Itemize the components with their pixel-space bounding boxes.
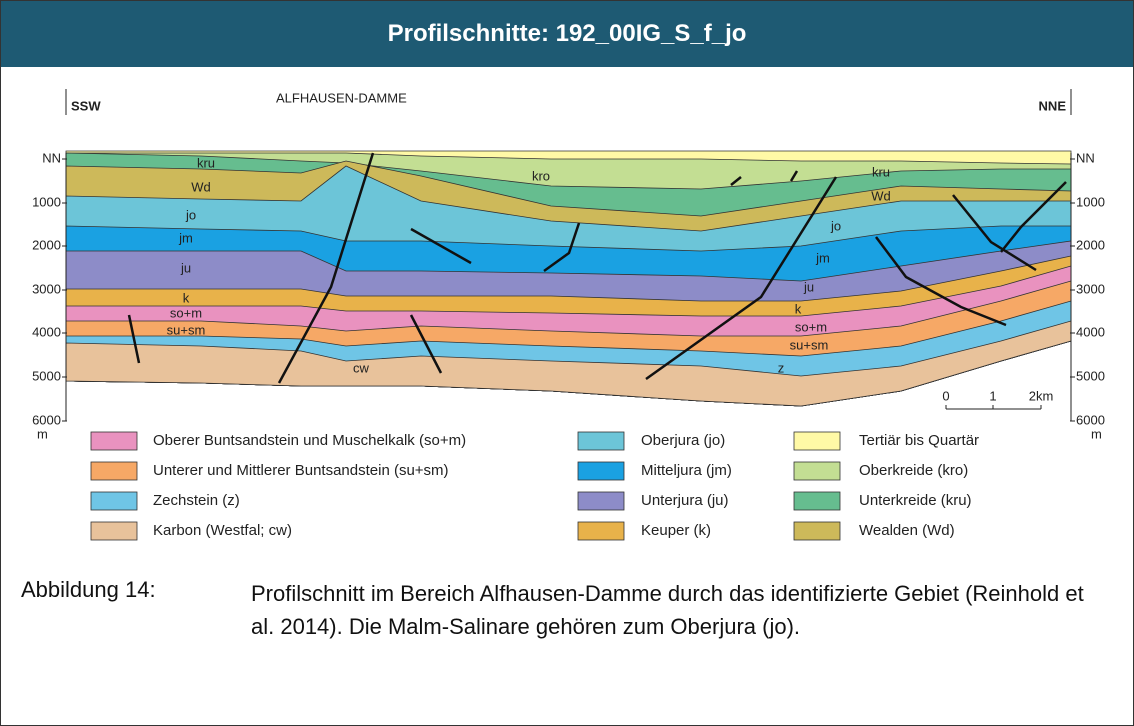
depth-label: 1000 bbox=[32, 194, 61, 209]
depth-label: 2000 bbox=[1076, 237, 1105, 252]
unit-label: jo bbox=[830, 218, 841, 233]
legend-label: Wealden (Wd) bbox=[859, 522, 955, 539]
depth-label: 5000 bbox=[32, 368, 61, 383]
legend-swatch bbox=[578, 462, 624, 480]
depth-label: NN bbox=[1076, 150, 1095, 165]
legend-label: Oberkreide (kro) bbox=[859, 462, 968, 479]
depth-unit: m bbox=[37, 426, 48, 441]
unit-label: jo bbox=[185, 207, 196, 222]
cross-section: ALFHAUSEN-DAMME SSW NNE NN NN 1000 1000 2000… bbox=[1, 67, 1133, 567]
scale-label: 1 bbox=[989, 388, 996, 403]
legend-swatch bbox=[578, 432, 624, 450]
legend-label: Unterjura (ju) bbox=[641, 492, 729, 509]
caption-text: Profilschnitt im Bereich Alfhausen-Damme… bbox=[251, 577, 1111, 643]
legend-label: Oberjura (jo) bbox=[641, 432, 725, 449]
legend-swatch bbox=[91, 522, 137, 540]
unit-label: jm bbox=[178, 230, 193, 245]
unit-label: so+m bbox=[170, 305, 202, 320]
depth-label: 4000 bbox=[1076, 324, 1105, 339]
legend-swatch bbox=[794, 492, 840, 510]
depth-label: 5000 bbox=[1076, 368, 1105, 383]
unit-label: k bbox=[183, 290, 190, 305]
scale-label: 0 bbox=[942, 388, 949, 403]
direction: SSW bbox=[71, 98, 101, 113]
unit-label: kru bbox=[197, 155, 215, 170]
header-title: Profilschnitte: 192_00IG_S_f_jo bbox=[1, 1, 1133, 67]
unit-label: so+m bbox=[795, 319, 827, 334]
unit-label: su+sm bbox=[790, 337, 829, 352]
section-title: ALFHAUSEN-DAMME bbox=[276, 90, 407, 105]
legend-swatch bbox=[91, 432, 137, 450]
legend-label: Karbon (Westfal; cw) bbox=[153, 522, 292, 539]
depth-label: 6000 bbox=[1076, 412, 1105, 427]
unit-label: kro bbox=[532, 168, 550, 183]
unit-label: Wd bbox=[191, 179, 211, 194]
legend-swatch bbox=[794, 462, 840, 480]
unit-label: k bbox=[795, 301, 802, 316]
scale-label: 2km bbox=[1029, 388, 1054, 403]
legend-swatch bbox=[91, 492, 137, 510]
unit-label: ju bbox=[180, 260, 191, 275]
depth-label: 2000 bbox=[32, 237, 61, 252]
depth-label: NN bbox=[42, 150, 61, 165]
unit-label: ju bbox=[803, 279, 814, 294]
legend-label: Unterer und Mittlerer Buntsandstein (su+… bbox=[153, 462, 449, 479]
legend-label: Mitteljura (jm) bbox=[641, 462, 732, 479]
legend-label: Unterkreide (kru) bbox=[859, 492, 972, 509]
direction: NNE bbox=[1039, 98, 1067, 113]
depth-label: 3000 bbox=[1076, 281, 1105, 296]
legend-swatch bbox=[794, 522, 840, 540]
legend-label: Tertiär bis Quartär bbox=[859, 432, 979, 449]
unit-label: su+sm bbox=[167, 322, 206, 337]
depth-label: 3000 bbox=[32, 281, 61, 296]
legend-swatch bbox=[578, 492, 624, 510]
unit-label: z bbox=[778, 360, 785, 375]
page: Profilschnitte: 192_00IG_S_f_jo ALFHAUSE… bbox=[0, 0, 1134, 726]
unit-label: cw bbox=[353, 360, 370, 375]
legend-label: Keuper (k) bbox=[641, 522, 711, 539]
legend-swatch bbox=[91, 462, 137, 480]
unit-label: kru bbox=[872, 164, 890, 179]
depth-unit: m bbox=[1091, 426, 1102, 441]
legend-swatch bbox=[578, 522, 624, 540]
depth-label: 4000 bbox=[32, 324, 61, 339]
unit-label: Wd bbox=[871, 188, 891, 203]
depth-label: 6000 bbox=[32, 412, 61, 427]
caption-label: Abbildung 14: bbox=[21, 577, 156, 603]
legend-label: Zechstein (z) bbox=[153, 492, 240, 509]
unit-label: jm bbox=[815, 250, 830, 265]
legend-label: Oberer Buntsandstein und Muschelkalk (so… bbox=[153, 432, 466, 449]
legend-swatch bbox=[794, 432, 840, 450]
depth-label: 1000 bbox=[1076, 194, 1105, 209]
